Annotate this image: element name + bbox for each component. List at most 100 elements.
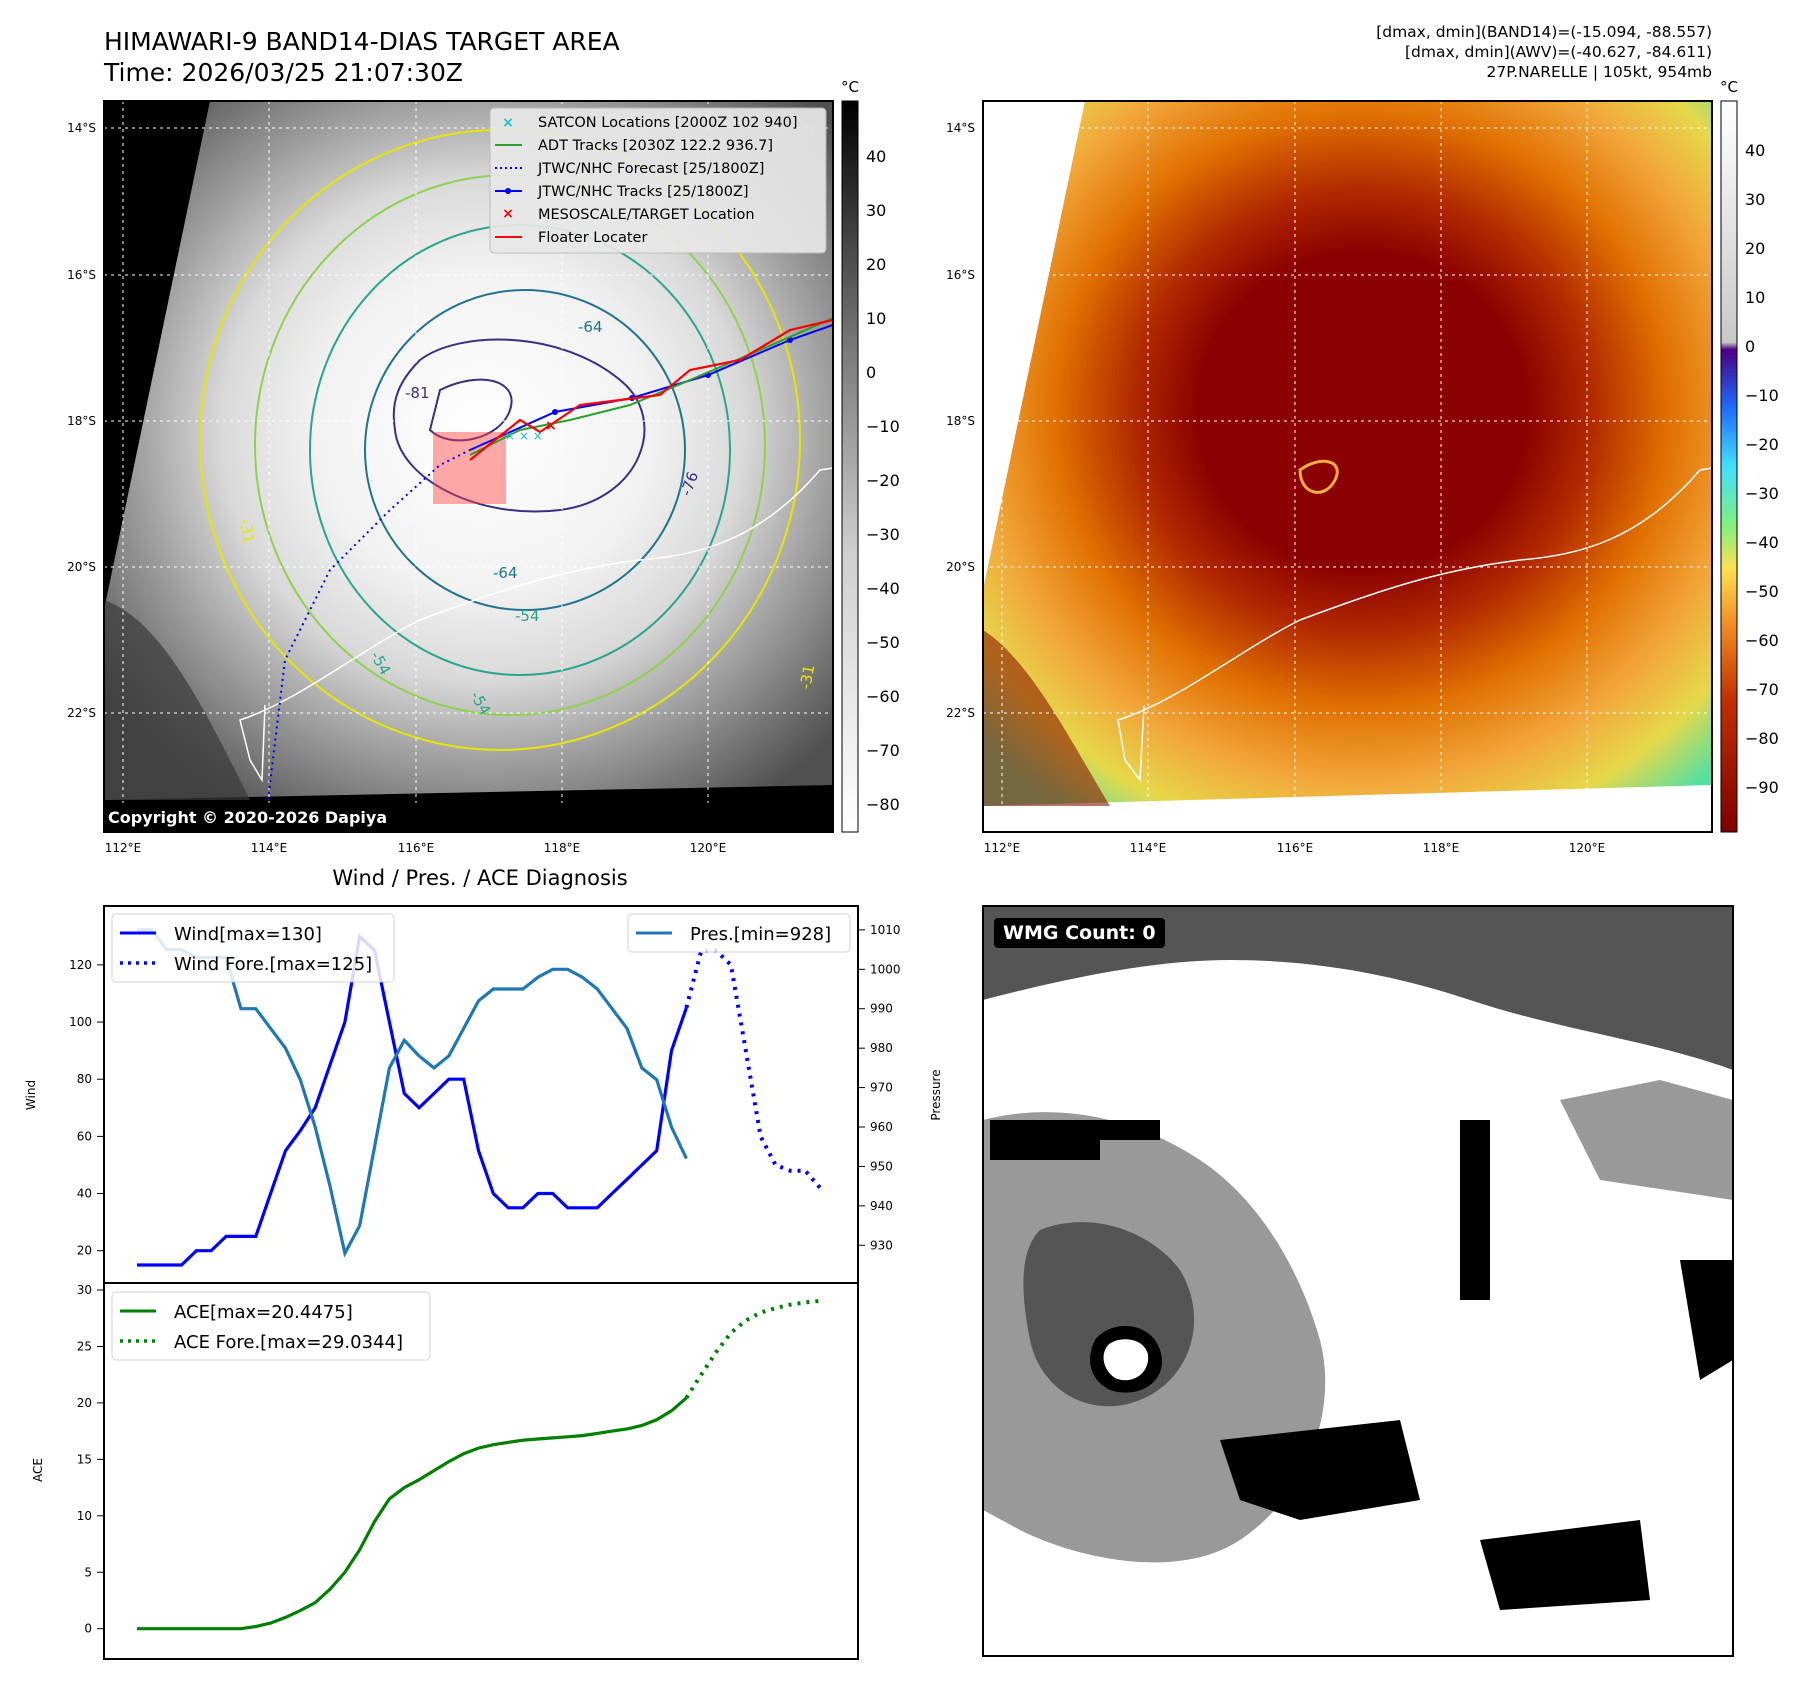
contour-76 bbox=[392, 338, 646, 513]
legend-box bbox=[627, 913, 851, 953]
cbar-tick: −70 bbox=[1745, 680, 1779, 699]
wmg-black-band bbox=[1680, 1260, 1733, 1380]
wmg-black-band bbox=[1220, 1420, 1420, 1520]
ytick-label: 20 bbox=[77, 1244, 92, 1258]
ytick-label: 15 bbox=[77, 1452, 92, 1466]
ytick-label: 970 bbox=[870, 1081, 893, 1095]
cbar-tick: −50 bbox=[1745, 582, 1779, 601]
cbar-tick: 40 bbox=[1745, 141, 1765, 160]
cbar-tick: −30 bbox=[1745, 484, 1779, 503]
wmg-cold-region bbox=[983, 906, 1733, 1070]
wmg-black-band bbox=[990, 1120, 1160, 1160]
satcon-markers: × × × bbox=[505, 429, 543, 443]
ytick-label: 940 bbox=[870, 1199, 893, 1213]
ytick-label: 20 bbox=[77, 1396, 92, 1410]
cbar-tick: −60 bbox=[1745, 631, 1779, 650]
cbar-tick: −20 bbox=[866, 471, 900, 490]
pres-legend: Pres.[min=928] bbox=[627, 913, 851, 953]
contour-label: -64 bbox=[493, 564, 518, 582]
lat-label: 20°S bbox=[67, 560, 96, 574]
colorbar1-ticks: 40 30 20 10 0 −10 −20 −30 −40 −50 −60 −7… bbox=[866, 147, 900, 814]
ytick-label: 80 bbox=[77, 1072, 92, 1086]
legend-box bbox=[111, 913, 395, 983]
wind-yticks: 20 40 60 80 100 120 bbox=[69, 958, 104, 1258]
legend-label: Pres.[min=928] bbox=[690, 924, 831, 945]
title-line1: HIMAWARI-9 BAND14-DIAS TARGET AREA bbox=[104, 27, 620, 56]
contour-label: -81 bbox=[405, 384, 430, 402]
stats-awv: [dmax, dmin](AWV)=(-40.627, -84.611) bbox=[1405, 43, 1712, 61]
colorbar2 bbox=[1720, 100, 1738, 833]
legend-label: Wind[max=130] bbox=[174, 924, 322, 945]
wind-series-0 bbox=[137, 933, 688, 1267]
ytick-label: 100 bbox=[69, 1015, 92, 1029]
stats-band14: [dmax, dmin](BAND14)=(-15.094, -88.557) bbox=[1376, 23, 1712, 41]
contour-81 bbox=[428, 378, 513, 442]
wind-ylabel: Wind bbox=[24, 1080, 38, 1110]
ytick-label: 0 bbox=[84, 1622, 92, 1636]
cbar-tick: 40 bbox=[866, 147, 886, 166]
tracks-legend-dot bbox=[505, 188, 511, 194]
pres-yticks: 930 940 950 960 970 980 990 1000 1010 bbox=[858, 923, 901, 1252]
lon-label: 114°E bbox=[251, 841, 288, 855]
ytick-label: 960 bbox=[870, 1120, 893, 1134]
legend-label: MESOSCALE/TARGET Location bbox=[538, 207, 755, 223]
cbar-tick: −80 bbox=[866, 795, 900, 814]
copyright-label: Copyright © 2020-2026 Dapiya bbox=[104, 803, 834, 833]
colorbar2-ticks: 40 30 20 10 0 −10 −20 −30 −40 −50 −60 −7… bbox=[1745, 141, 1779, 797]
lat-label: 14°S bbox=[67, 121, 96, 135]
legend-label: JTWC/NHC Forecast [25/1800Z] bbox=[537, 161, 764, 177]
ytick-label: 980 bbox=[870, 1041, 893, 1055]
map1-gridlines bbox=[104, 101, 833, 832]
ytick-label: 990 bbox=[870, 1002, 893, 1016]
legend-label: ADT Tracks [2030Z 122.2 936.7] bbox=[538, 138, 773, 154]
colorbar2-unit: °C bbox=[1720, 78, 1738, 96]
stats-header: [dmax, dmin](BAND14)=(-15.094, -88.557) … bbox=[1376, 22, 1712, 82]
ace-series-0 bbox=[137, 1396, 688, 1631]
svg-text:× × ×: × × × bbox=[505, 429, 543, 443]
cbar-tick: 30 bbox=[1745, 190, 1765, 209]
lon-label: 118°E bbox=[544, 841, 581, 855]
legend-label: Wind Fore.[max=125] bbox=[174, 954, 372, 975]
cbar-tick: 10 bbox=[1745, 288, 1765, 307]
pres-ylabel: Pressure bbox=[929, 1069, 943, 1120]
cbar-tick: 20 bbox=[1745, 239, 1765, 258]
map2-lat-labels: 14°S 16°S 18°S 20°S 22°S bbox=[946, 121, 975, 720]
cbar-tick: −40 bbox=[866, 579, 900, 598]
ytick-label: 10 bbox=[77, 1509, 92, 1523]
series-layer bbox=[137, 928, 822, 1631]
ytick-label: 120 bbox=[69, 958, 92, 972]
wmg-black-band bbox=[1480, 1520, 1650, 1610]
map2-frame bbox=[982, 100, 1713, 833]
legend-box bbox=[111, 1291, 431, 1361]
figure-title: HIMAWARI-9 BAND14-DIAS TARGET AREA Time:… bbox=[104, 26, 620, 88]
lat-label: 20°S bbox=[946, 560, 975, 574]
lon-label: 116°E bbox=[398, 841, 435, 855]
map2-dark-band bbox=[983, 630, 1110, 806]
eye-swirl bbox=[1298, 459, 1339, 494]
lat-label: 22°S bbox=[67, 706, 96, 720]
map1-lat-labels: 14°S 16°S 18°S 20°S 22°S bbox=[67, 121, 96, 720]
lon-label: 112°E bbox=[105, 841, 142, 855]
map1-coastline bbox=[239, 467, 833, 783]
wind-legend: Wind[max=130] Wind Fore.[max=125] bbox=[111, 913, 395, 983]
cbar-tick: −30 bbox=[866, 525, 900, 544]
map1-legend: × × SATCON Locations [2000Z 102 940] ADT… bbox=[489, 107, 827, 254]
ace-yticks: 0 5 10 15 20 25 30 bbox=[77, 1283, 104, 1636]
map1-contours bbox=[199, 129, 801, 751]
ytick-label: 1000 bbox=[870, 962, 901, 976]
target-marker: × bbox=[545, 418, 557, 434]
ytick-label: 950 bbox=[870, 1159, 893, 1173]
map2-gridlines bbox=[983, 101, 1712, 832]
cbar-tick: 0 bbox=[866, 363, 876, 382]
cbar-tick: −90 bbox=[1745, 778, 1779, 797]
contour-label: -31 bbox=[236, 518, 258, 545]
lon-label: 114°E bbox=[1130, 841, 1167, 855]
cbar-tick: 0 bbox=[1745, 337, 1755, 356]
lat-label: 22°S bbox=[946, 706, 975, 720]
ytick-label: 5 bbox=[84, 1565, 92, 1579]
legend-label: ACE[max=20.4475] bbox=[174, 1302, 353, 1323]
lat-label: 14°S bbox=[946, 121, 975, 135]
lon-label: 120°E bbox=[690, 841, 727, 855]
ace-legend: ACE[max=20.4475] ACE Fore.[max=29.0344] bbox=[111, 1291, 431, 1361]
